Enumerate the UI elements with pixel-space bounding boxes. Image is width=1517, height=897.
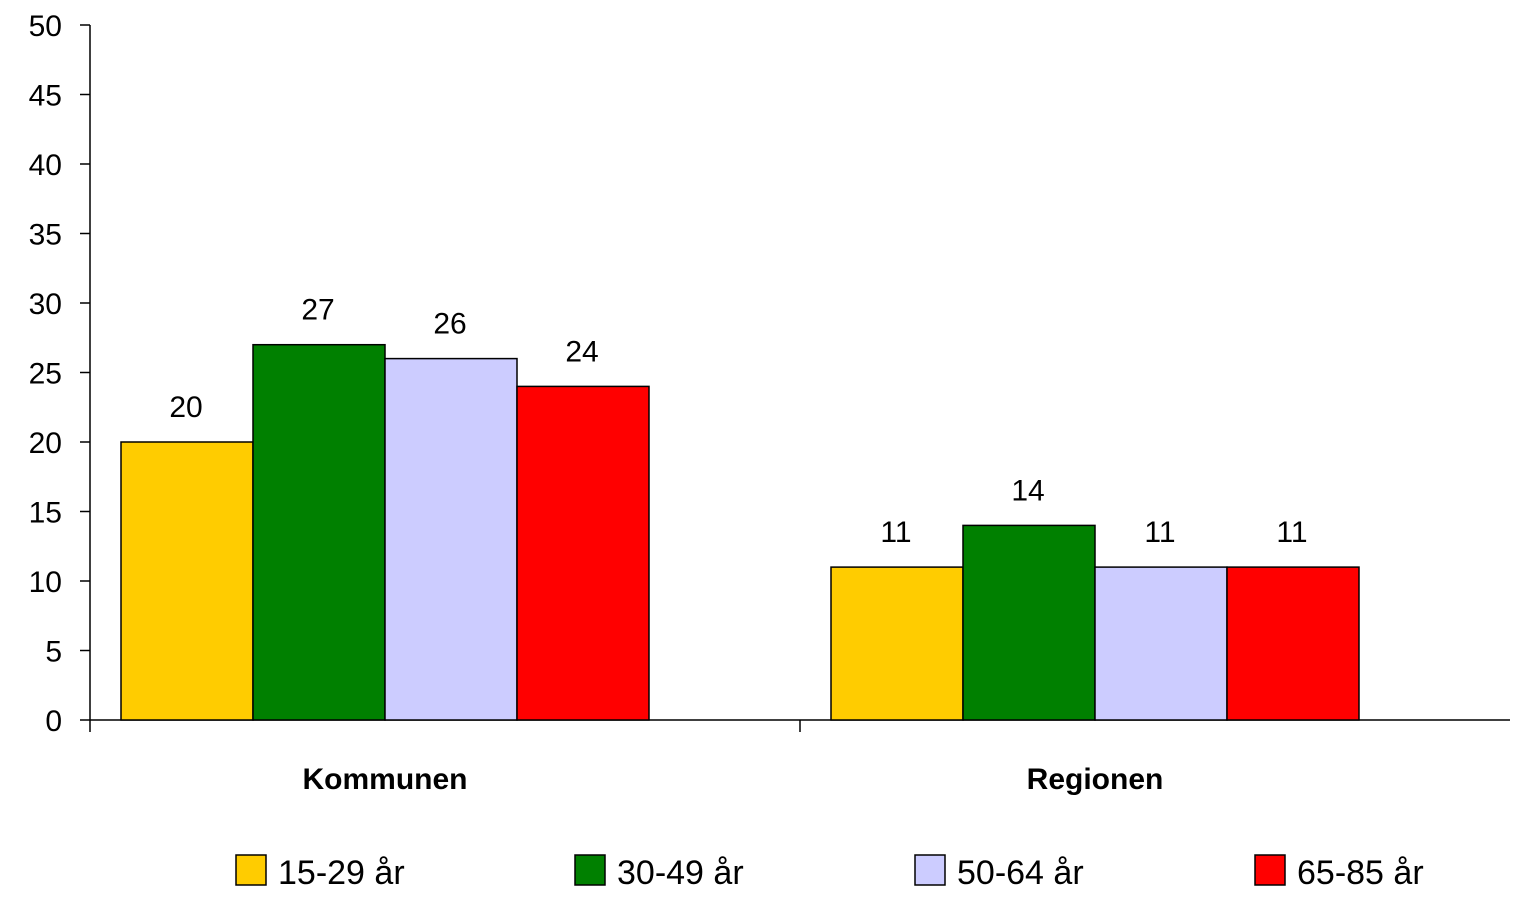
bar — [830, 566, 964, 721]
data-label: 26 — [433, 308, 466, 341]
legend-swatch — [1254, 854, 1286, 886]
data-label: 11 — [1144, 516, 1175, 549]
x-category-label: Kommunen — [303, 763, 468, 796]
y-tick-label: 0 — [45, 705, 62, 738]
data-label: 11 — [880, 516, 911, 549]
bar — [120, 441, 254, 721]
legend-label: 50-64 år — [957, 854, 1084, 892]
data-label: 20 — [169, 391, 202, 424]
legend-label: 65-85 år — [1297, 854, 1424, 892]
bar — [1226, 566, 1360, 721]
data-label: 24 — [565, 335, 598, 368]
y-tick-label: 35 — [29, 219, 62, 252]
legend-label: 30-49 år — [617, 854, 744, 892]
y-tick-label: 20 — [29, 427, 62, 460]
bar — [962, 524, 1096, 721]
x-category-label: Regionen — [1027, 763, 1164, 796]
y-tick-label: 30 — [29, 288, 62, 321]
data-label: 14 — [1011, 474, 1044, 507]
data-label: 11 — [1276, 516, 1307, 549]
bar — [384, 357, 518, 721]
legend-swatch — [235, 854, 267, 886]
y-tick-label: 50 — [29, 10, 62, 43]
y-tick-label: 15 — [29, 497, 62, 530]
y-tick-label: 25 — [29, 358, 62, 391]
y-tick-label: 5 — [45, 636, 62, 669]
y-tick-label: 10 — [29, 566, 62, 599]
y-tick-label: 40 — [29, 149, 62, 182]
bar — [1094, 566, 1228, 721]
legend-label: 15-29 år — [278, 854, 405, 892]
legend-swatch — [574, 854, 606, 886]
y-tick-label: 45 — [29, 80, 62, 113]
legend-swatch — [914, 854, 946, 886]
bar — [252, 343, 386, 721]
data-label: 27 — [301, 294, 334, 327]
bar — [516, 385, 650, 721]
